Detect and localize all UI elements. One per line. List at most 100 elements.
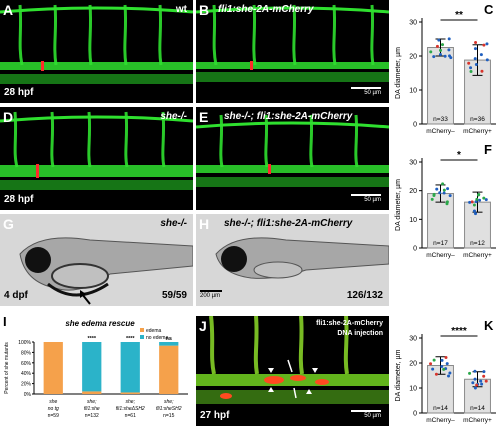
panel-g-image: G she-/- 4 dpf 59/59: [0, 214, 193, 306]
vein-plexus: [196, 390, 389, 404]
isv-vessels: [18, 4, 163, 66]
significance-label: *: [457, 150, 461, 161]
data-point: [473, 369, 477, 373]
data-point: [437, 38, 441, 42]
bar-segment: [43, 342, 63, 394]
data-point: [438, 53, 442, 57]
bar: [427, 47, 454, 125]
da-diameter-marker: [268, 164, 271, 174]
chart-f-svg: F 0 10 20 30 DA diameter, µm n=17 mCherry– n=12 m…: [395, 142, 496, 259]
chart-letter: K: [484, 318, 494, 333]
data-point: [485, 58, 489, 62]
panel-d-label: she-/-: [160, 111, 187, 122]
data-point: [440, 365, 444, 369]
dlav-vessel: [0, 6, 193, 14]
panel-b-label: fli1:she-2A-mCherry: [218, 4, 314, 15]
data-point: [441, 43, 445, 47]
legend-label: edema: [146, 328, 162, 334]
data-point: [449, 56, 453, 60]
data-point: [448, 371, 452, 375]
panel-a-image: A wt 28 hpf: [0, 0, 193, 103]
x-tick-label: mCherry+: [463, 252, 492, 259]
n-label: n=14: [433, 405, 448, 412]
data-point: [472, 203, 476, 207]
data-point: [473, 386, 477, 390]
panel-g-letter: G: [3, 216, 14, 232]
data-point: [474, 41, 478, 45]
y-axis-label: Percent of she mutants: [4, 342, 10, 394]
bar-segment: [82, 342, 102, 392]
chart-letter: F: [484, 142, 492, 157]
data-point: [469, 69, 473, 73]
bar-segment: [159, 342, 179, 346]
panel-d-vessels: [0, 111, 193, 190]
panel-a-label: wt: [175, 4, 187, 15]
y-tick-label: 60%: [21, 361, 32, 367]
data-point: [473, 212, 477, 216]
data-point: [468, 371, 472, 375]
legend-swatch: [140, 328, 144, 332]
chart-f: F 0 10 20 30 DA diameter, µm n=17 mCherry– n=12 m…: [392, 140, 500, 264]
panel-j-stage: 27 hpf: [200, 410, 230, 421]
legend-label: no edema: [146, 335, 168, 341]
data-point: [474, 63, 478, 67]
x-tick-label: mCherry–: [426, 417, 455, 424]
data-point: [442, 191, 446, 195]
data-point: [434, 372, 438, 376]
data-point: [435, 44, 439, 48]
data-point: [473, 47, 477, 51]
arrows: [287, 359, 297, 399]
data-point: [429, 50, 433, 54]
da-diameter-marker: [41, 61, 44, 71]
x-tick-label-2: fli1:she: [84, 406, 100, 412]
bar-segment: [120, 342, 140, 393]
data-point: [470, 200, 474, 204]
data-point: [442, 188, 446, 192]
x-tick-label-1: she;: [126, 399, 136, 405]
panel-h-larva: [215, 237, 389, 279]
panel-h-label: she-/-; fli1:she-2A-mCherry: [224, 218, 353, 229]
y-tick-label: 100%: [18, 340, 31, 346]
n-label: n=12: [470, 240, 485, 247]
data-point: [445, 202, 449, 206]
panel-d-stage: 28 hpf: [4, 194, 34, 205]
panel-h-count: 126/132: [346, 290, 383, 301]
y-tick-label: 0%: [24, 392, 32, 398]
chart-letter: C: [484, 2, 494, 17]
data-point: [447, 374, 451, 378]
data-point: [432, 55, 436, 59]
panel-b-vessels: [196, 4, 389, 82]
panel-a-letter: A: [3, 2, 14, 18]
panel-e-letter: E: [199, 109, 209, 125]
panel-h-letter: H: [199, 216, 210, 232]
data-point: [475, 383, 479, 387]
mcherry-cells: [220, 375, 329, 399]
data-point: [440, 358, 444, 362]
panel-h-scale-bar: [200, 290, 222, 292]
x-tick-label-2: no tg: [48, 406, 59, 412]
x-tick-label: mCherry+: [463, 417, 492, 424]
data-point: [480, 69, 484, 73]
data-point: [482, 196, 486, 200]
data-point: [485, 42, 489, 46]
y-tick-label: 0: [413, 246, 417, 253]
n-label: n=14: [470, 405, 485, 412]
data-point: [468, 200, 472, 204]
significance-label: ****: [451, 326, 467, 337]
y-tick-label: 80%: [21, 350, 32, 356]
chart-c-svg: C 0 10 20 30 DA diameter, µm n=33 mCherry– n=36 m…: [395, 2, 496, 135]
data-point: [439, 48, 443, 52]
panel-j-label-2: DNA injection: [337, 330, 383, 337]
panel-b-scale-text: 50 µm: [364, 90, 381, 96]
data-point: [429, 362, 433, 366]
panel-b-image: B fli1:she-2A-mCherry 50 µm: [196, 0, 389, 103]
y-axis-label: DA diameter, µm: [395, 47, 402, 99]
n-label: n=33: [433, 116, 448, 123]
panel-a-vessels: [0, 4, 193, 84]
n-label: n=61: [125, 413, 136, 419]
y-tick-label: 40%: [21, 371, 32, 377]
significance-label: ns: [166, 336, 172, 342]
significance-label: **: [455, 10, 463, 21]
panel-g-count: 59/59: [161, 290, 187, 301]
